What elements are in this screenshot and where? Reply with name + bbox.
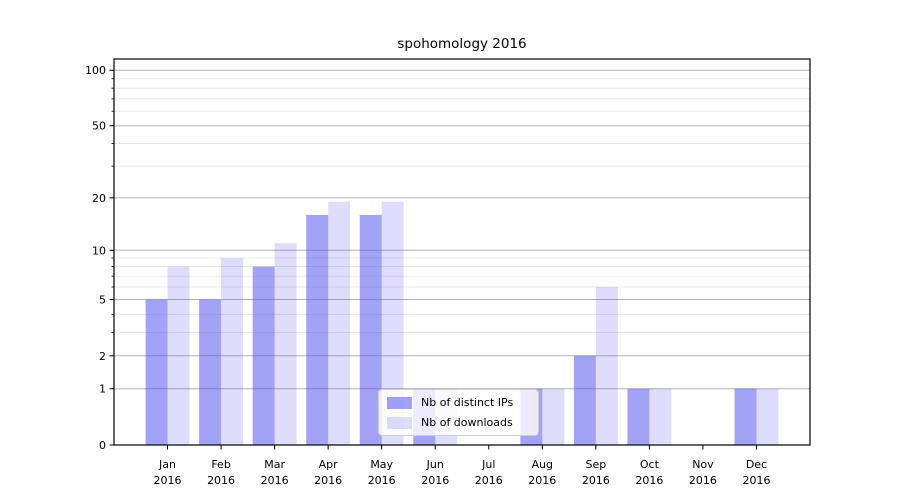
xtick-label-month-nov: Nov — [692, 458, 714, 471]
bar-oct-downloads — [649, 388, 672, 445]
legend-swatch-distinct-ips — [387, 396, 412, 409]
ytick-label-1: 1 — [99, 383, 106, 396]
xtick-label-month-mar: Mar — [264, 458, 285, 471]
bar-dec-downloads — [756, 388, 779, 445]
xtick-label-month-dec: Dec — [746, 458, 767, 471]
xtick-label-year-jul: 2016 — [475, 474, 503, 487]
legend-label-distinct-ips: Nb of distinct IPs — [421, 396, 514, 409]
bar-may-distinct-ips — [359, 214, 382, 445]
xtick-label-month-aug: Aug — [532, 458, 553, 471]
ytick-label-10: 10 — [92, 244, 106, 257]
plot-frame — [113, 58, 811, 446]
bar-dec-distinct-ips — [734, 388, 757, 445]
legend-label-downloads: Nb of downloads — [421, 416, 513, 429]
xtick-label-month-apr: Apr — [319, 458, 339, 471]
ytick-label-2: 2 — [99, 350, 106, 363]
bar-jan-distinct-ips — [145, 299, 168, 445]
legend: Nb of distinct IPs Nb of downloads — [378, 389, 539, 436]
xtick-label-month-feb: Feb — [211, 458, 230, 471]
bar-sep-downloads — [595, 286, 618, 445]
ytick-label-5: 5 — [99, 294, 106, 307]
bar-sep-distinct-ips — [573, 355, 596, 445]
xtick-label-year-nov: 2016 — [689, 474, 717, 487]
legend-row-downloads: Nb of downloads — [387, 415, 530, 430]
xtick-label-year-feb: 2016 — [207, 474, 235, 487]
xtick-label-year-aug: 2016 — [528, 474, 556, 487]
xtick-label-month-may: May — [370, 458, 393, 471]
bar-feb-downloads — [221, 258, 244, 445]
ytick-label-0: 0 — [99, 439, 106, 452]
xtick-label-year-apr: 2016 — [314, 474, 342, 487]
xtick-label-month-jun: Jun — [426, 458, 444, 471]
bar-mar-distinct-ips — [252, 266, 275, 445]
ytick-label-20: 20 — [92, 192, 106, 205]
chart-title: spohomology 2016 — [397, 36, 527, 52]
xtick-label-year-jan: 2016 — [154, 474, 182, 487]
bar-mar-downloads — [274, 243, 297, 445]
xtick-label-year-may: 2016 — [368, 474, 396, 487]
xtick-label-year-dec: 2016 — [742, 474, 770, 487]
legend-row-distinct-ips: Nb of distinct IPs — [387, 395, 530, 410]
bar-apr-downloads — [328, 201, 351, 445]
xtick-label-month-sep: Sep — [585, 458, 606, 471]
bar-jan-downloads — [167, 266, 190, 445]
xtick-label-year-sep: 2016 — [582, 474, 610, 487]
bar-apr-distinct-ips — [306, 214, 329, 445]
legend-swatch-downloads — [387, 416, 412, 429]
xtick-label-month-oct: Oct — [640, 458, 660, 471]
bar-may-downloads — [381, 201, 404, 445]
xtick-label-year-oct: 2016 — [635, 474, 663, 487]
xtick-label-year-mar: 2016 — [261, 474, 289, 487]
ytick-label-50: 50 — [92, 120, 106, 133]
xtick-label-month-jul: Jul — [481, 458, 495, 471]
bar-feb-distinct-ips — [199, 299, 222, 445]
bar-aug-downloads — [542, 388, 565, 445]
ytick-label-100: 100 — [85, 64, 106, 77]
xtick-label-month-jan: Jan — [158, 458, 176, 471]
xtick-label-year-jun: 2016 — [421, 474, 449, 487]
bar-oct-distinct-ips — [627, 388, 650, 445]
